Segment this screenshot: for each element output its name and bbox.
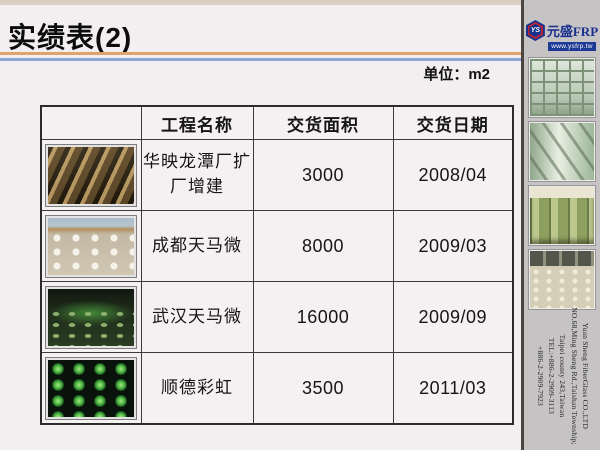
column-header-delivery-area: 交货面积 [252,105,394,140]
table-header-row: 工程名称 交货面积 交货日期 [40,105,514,140]
shunde-caihong-domes-photo [46,357,137,419]
project-photo-cell [40,139,142,211]
wuhan-tianma-floor-photo [46,286,137,348]
sidebar-photo-strip [524,58,600,309]
table-row: 成都天马微 8000 2009/03 [40,210,514,282]
sidebar: YS 元盛FRP www.ysfrp.tw Yuan Sheng FiberGl… [524,0,600,450]
column-header-delivery-date: 交货日期 [392,105,514,140]
address-line: TEL:+886-2-2909-3113 [547,337,557,415]
ys-hexagon-icon: YS [525,20,545,41]
table-row: 华映龙潭厂扩厂增建 3000 2008/04 [40,139,514,211]
frp-tank-photo [529,122,595,181]
delivery-date-cell: 2011/03 [392,352,514,425]
project-name-cell: 顺德彩虹 [140,352,254,425]
address-line: Taipei county 243,Taiwan [558,334,568,418]
delivery-area-cell: 3500 [252,352,394,425]
frp-grating-floor-photo [529,250,595,309]
table-row: 武汉天马微 16000 2009/09 [40,281,514,353]
column-header-project-name: 工程名称 [140,105,254,140]
company-logo: YS 元盛FRP www.ysfrp.tw [525,20,599,51]
table-row: 顺德彩虹 3500 2011/03 [40,352,514,425]
delivery-area-cell: 8000 [252,210,394,282]
frp-grating-ceiling-photo [529,58,595,117]
huaying-longtan-construction-photo [46,144,137,206]
delivery-date-cell: 2009/09 [392,281,514,353]
delivery-area-cell: 16000 [252,281,394,353]
sidebar-divider [521,0,524,450]
company-address-vertical-text: Yuan Sheng FiberGlass CO.,LTD NO.68,Ming… [533,306,591,446]
results-table: 工程名称 交货面积 交货日期 华映龙潭厂扩厂增建 3000 2008/04 成都… [40,105,514,425]
delivery-area-cell: 3000 [252,139,394,211]
title-rule-blue [0,58,524,61]
title-rule-orange [0,52,524,55]
top-accent-strip [0,0,524,5]
project-photo-cell [40,281,142,353]
address-line: Yuan Sheng FiberGlass CO.,LTD [581,322,590,430]
address-line: +886-2-2909-7923 [536,346,545,406]
website-url: www.ysfrp.tw [548,42,596,51]
project-name-cell: 武汉天马微 [140,281,254,353]
column-header-photo [40,105,142,140]
logo-monogram: YS [530,27,541,34]
project-photo-cell [40,210,142,282]
brand-name: 元盛FRP [546,24,599,39]
project-photo-cell [40,352,142,425]
delivery-date-cell: 2009/03 [392,210,514,282]
project-name-cell: 成都天马微 [140,210,254,282]
unit-label: 单位：m2 [423,66,490,83]
delivery-date-cell: 2008/04 [392,139,514,211]
page-title: 实绩表(2) [8,22,133,53]
chengdu-tianma-construction-photo [46,215,137,277]
frp-storage-tanks-photo [529,186,595,245]
address-line: NO.68,Ming Sheng Rd.,Taishan Township; [569,307,579,445]
project-name-cell: 华映龙潭厂扩厂增建 [140,139,254,211]
